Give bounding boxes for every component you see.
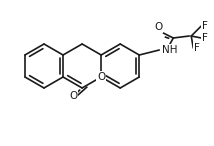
Text: F: F [194,43,200,53]
Text: O: O [154,22,162,32]
Text: F: F [202,21,208,31]
Text: F: F [202,33,208,43]
Text: NH: NH [162,45,178,55]
Text: O: O [97,72,105,82]
Text: O: O [69,91,77,101]
